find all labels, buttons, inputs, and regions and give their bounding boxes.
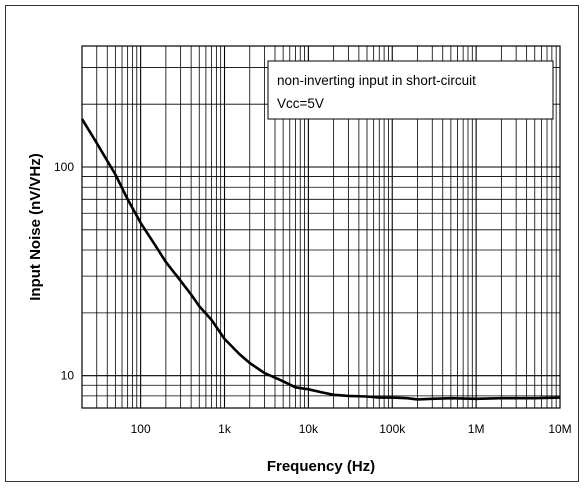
x-tick-label: 100k [379,422,406,436]
x-tick-label: 1k [218,422,232,436]
plot-area [81,45,561,409]
x-axis-title: Frequency (Hz) [267,458,375,475]
series-layer [80,118,561,401]
x-tick-label: 1M [468,422,485,436]
tick-labels: 100 1k 10k 100k 1M 10M 10 100 [54,160,572,436]
x-tick-label: 10k [299,422,319,436]
noise-curve [80,118,561,401]
legend-annotation-2: Vcc=5V [277,96,324,111]
x-tick-label: 100 [131,422,151,436]
legend-annotation-1: non-inverting input in short-circuit [277,73,476,88]
x-tick-label: 10M [548,422,571,436]
legend-background [267,60,554,120]
y-tick-label: 100 [54,160,74,174]
y-tick-label: 10 [61,369,75,383]
grid [82,46,560,408]
y-axis-title: Input Noise (nV/VHz) [27,153,44,301]
legend-box: non-inverting input in short-circuit Vcc… [267,60,554,120]
